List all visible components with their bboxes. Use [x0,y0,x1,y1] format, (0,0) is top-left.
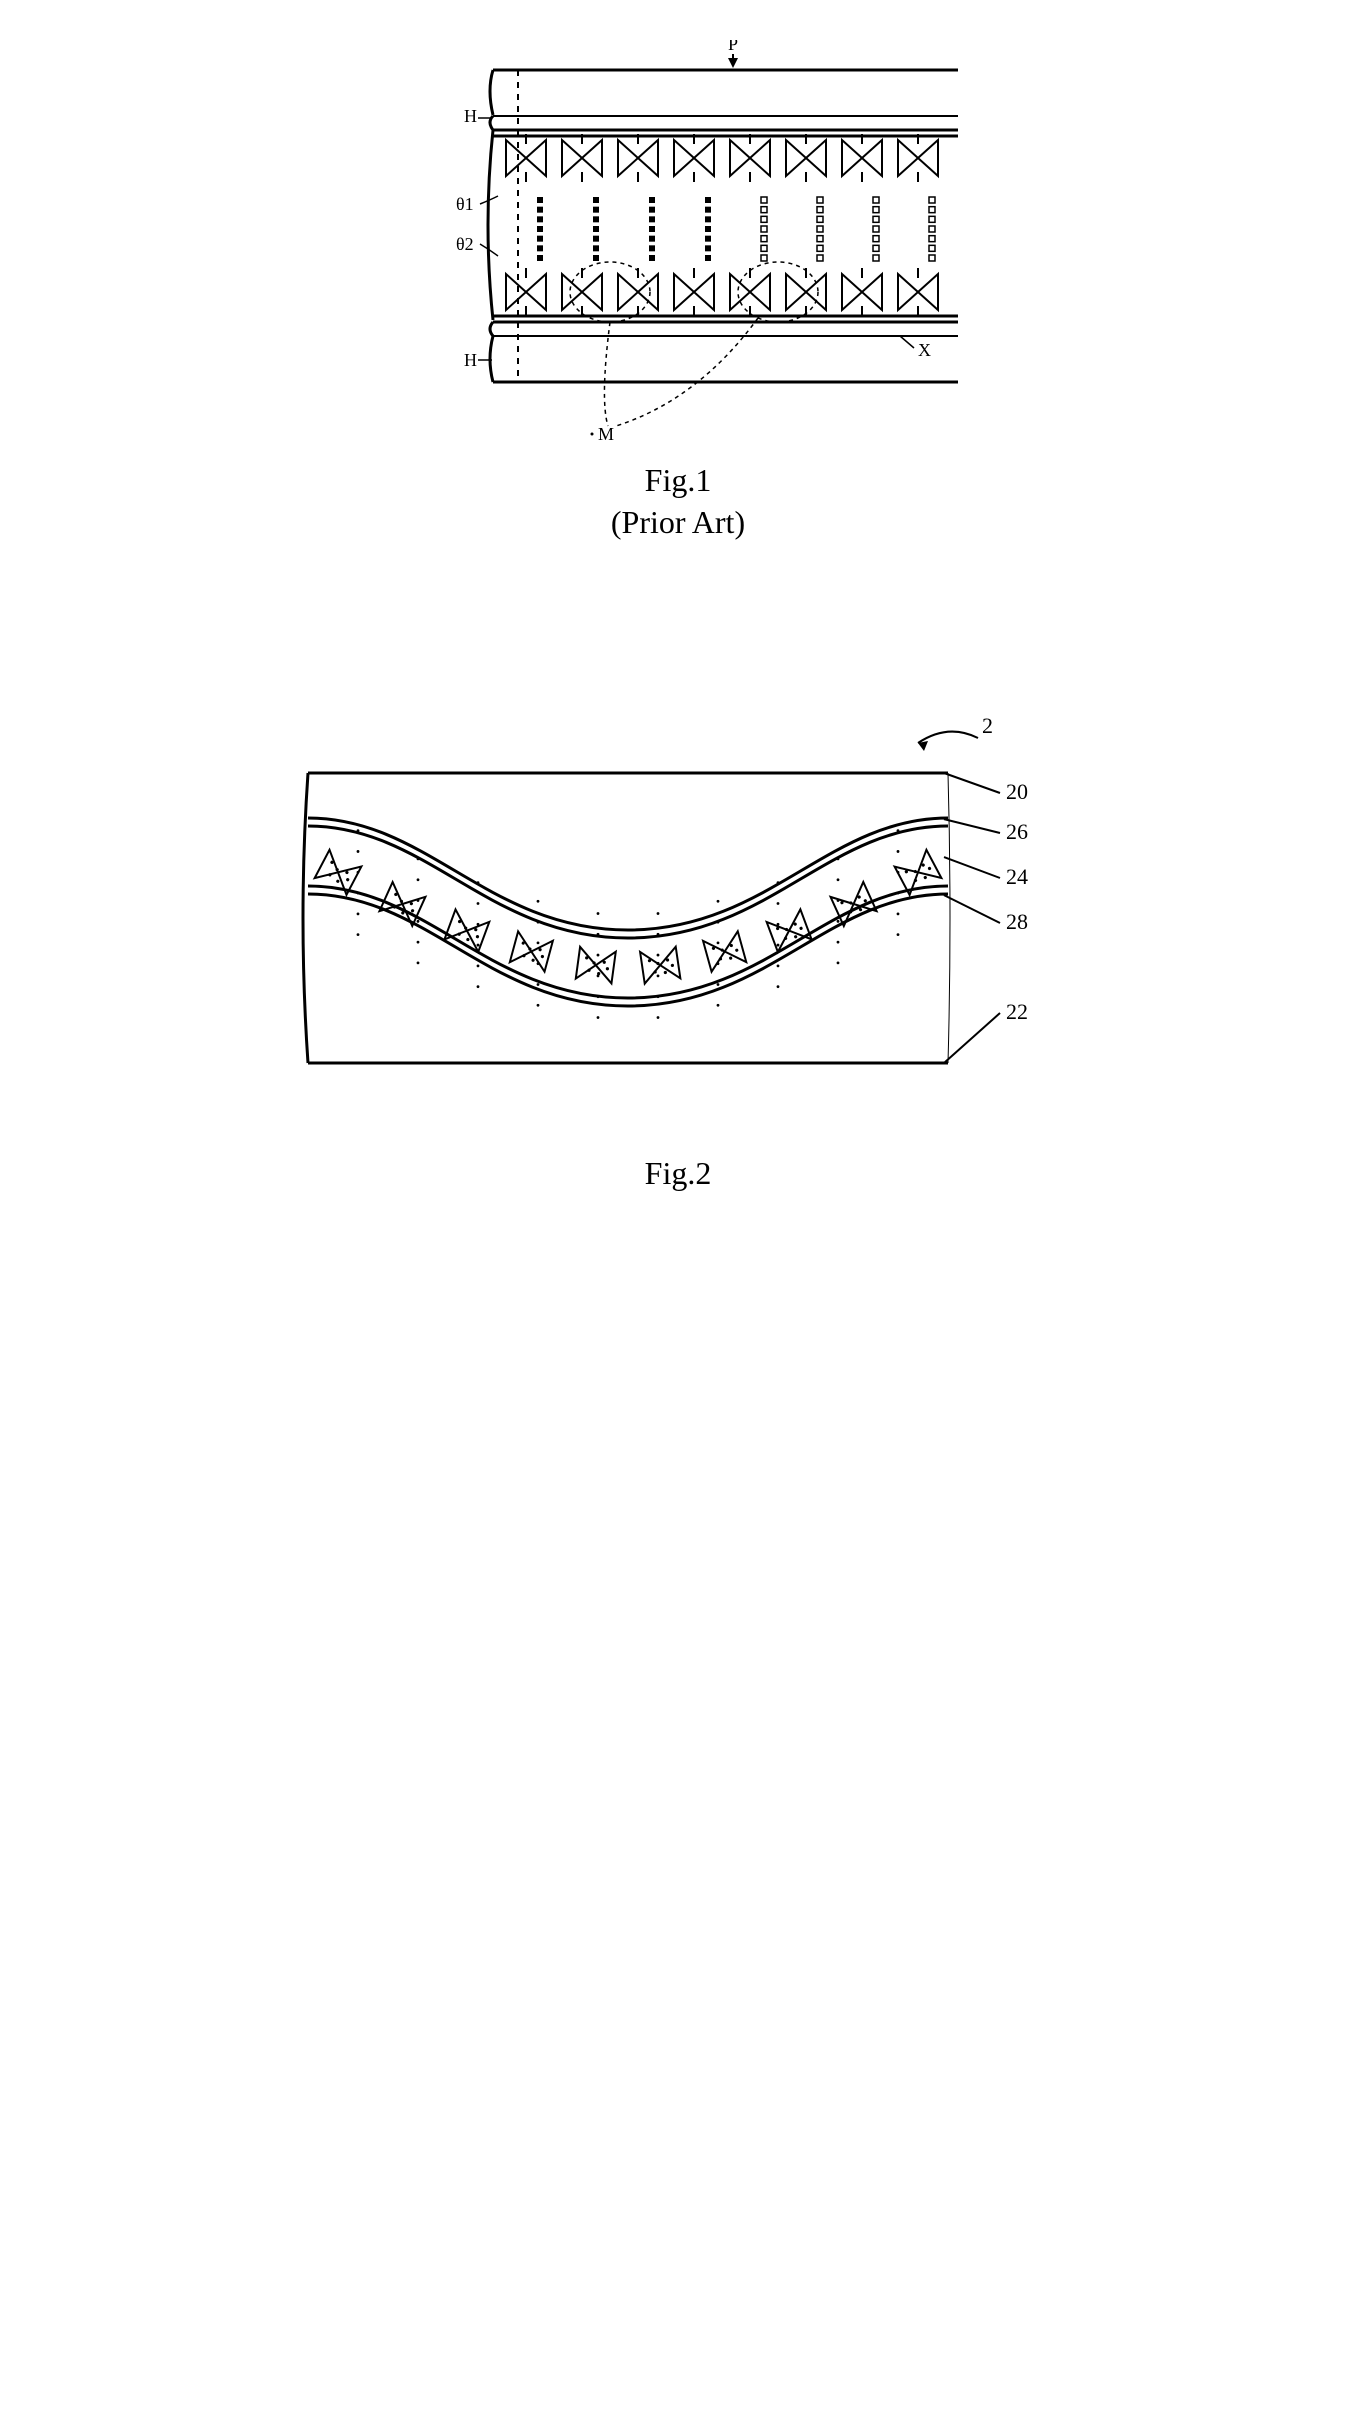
svg-text:24: 24 [1006,864,1028,889]
svg-text:22: 22 [1006,999,1028,1024]
svg-text:H: H [464,106,477,126]
svg-text:26: 26 [1006,819,1028,844]
fig2-diagram: 2 20 26 24 28 22 [288,683,1068,1133]
svg-text:X: X [918,340,931,360]
svg-text:H: H [464,350,477,370]
figure-2: 2 20 26 24 28 22 Fig.2 [288,683,1068,1195]
svg-text:θ1: θ1 [456,194,474,214]
svg-text:2: 2 [982,713,993,738]
fig2-caption: Fig.2 [645,1153,712,1195]
svg-text:θ2: θ2 [456,234,474,254]
figure-1: P H Hθ1 θ2 X M Fig.1 (Prior Art) [398,40,958,543]
svg-text:M: M [598,424,614,440]
fig1-diagram: P H Hθ1 θ2 X M [398,40,958,440]
fig1-title: Fig.1 [611,460,745,502]
svg-text:20: 20 [1006,779,1028,804]
fig2-title: Fig.2 [645,1153,712,1195]
fig1-caption: Fig.1 (Prior Art) [611,460,745,543]
fig1-subtitle: (Prior Art) [611,502,745,544]
svg-text:P: P [728,40,738,54]
svg-text:28: 28 [1006,909,1028,934]
